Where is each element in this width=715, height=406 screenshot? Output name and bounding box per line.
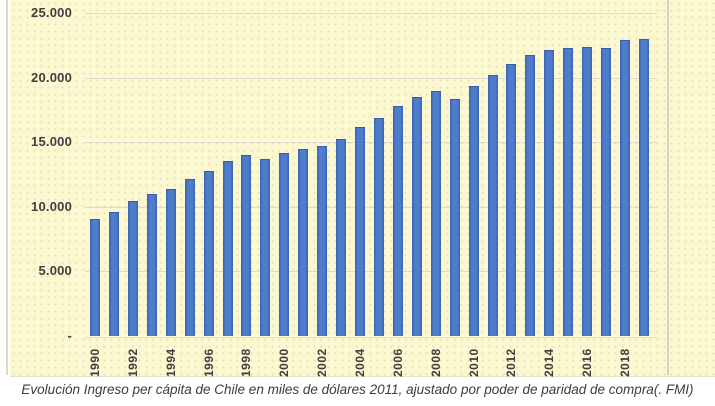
bar: [355, 127, 366, 336]
plot-area: [85, 13, 657, 338]
bar: [544, 50, 555, 336]
x-axis-tick-label: 2014: [542, 348, 557, 377]
chart-right-border: [667, 0, 669, 375]
bar: [336, 138, 347, 336]
chart-panel: - 5.000 10.000 15.000 20.000 25.000 1990 1992 19…: [10, 0, 715, 377]
x-axis-tick-label: 2002: [315, 348, 330, 377]
bar: [525, 54, 536, 336]
gridline: [85, 77, 657, 79]
x-axis-tick-label: 2018: [618, 348, 633, 377]
bar: [165, 189, 176, 336]
chart-caption: Evolución Ingreso per cápita de Chile en…: [21, 382, 694, 397]
y-axis-tick-label: -: [67, 328, 72, 343]
bar: [411, 96, 422, 336]
bar: [260, 159, 271, 336]
bar: [487, 75, 498, 336]
x-axis-line: [85, 337, 657, 338]
bar: [317, 145, 328, 336]
x-axis-tick-label: 1992: [125, 348, 140, 377]
bar: [468, 86, 479, 336]
bar: [90, 218, 100, 336]
bar: [620, 40, 631, 336]
gridline: [85, 13, 657, 14]
bar: [601, 47, 612, 336]
bar: [222, 161, 233, 336]
bar: [298, 148, 309, 336]
y-axis-tick-label: 20.000: [31, 69, 72, 85]
bar: [203, 170, 214, 336]
y-axis-tick-label: 15.000: [31, 134, 72, 150]
gridline: [85, 271, 657, 273]
bar: [108, 211, 119, 336]
x-axis-tick-label: 1994: [163, 348, 178, 377]
y-axis-tick-label: 25.000: [31, 5, 72, 20]
x-axis-tick-label: 2000: [277, 348, 292, 377]
bar: [563, 48, 574, 336]
bar: [638, 38, 649, 336]
x-axis-tick-label: 1990: [88, 348, 102, 377]
bar: [430, 91, 441, 336]
bar: [373, 117, 384, 336]
bar: [506, 63, 517, 336]
bar: [127, 200, 138, 336]
bar: [184, 179, 195, 336]
x-axis-tick-label: 2004: [353, 348, 368, 377]
x-axis-tick-label: 1996: [201, 348, 216, 377]
gridline: [85, 206, 657, 208]
y-axis-tick-label: 5.000: [38, 263, 72, 279]
x-axis-tick-label: 1998: [239, 348, 254, 377]
bar: [146, 193, 157, 336]
chart-left-border: [6, 0, 8, 375]
bar: [392, 106, 403, 336]
x-axis-tick-label: 2012: [504, 348, 519, 377]
gridline: [85, 142, 657, 144]
x-axis-tick-label: 2016: [580, 348, 595, 377]
x-axis-tick-label: 2006: [390, 348, 405, 377]
y-axis-tick-label: 10.000: [31, 198, 72, 214]
bar: [241, 154, 252, 336]
x-axis-tick-label: 2008: [428, 348, 443, 377]
bar: [582, 46, 593, 336]
bar: [279, 152, 290, 336]
x-axis-tick-label: 2010: [466, 348, 481, 377]
bar: [449, 98, 460, 336]
